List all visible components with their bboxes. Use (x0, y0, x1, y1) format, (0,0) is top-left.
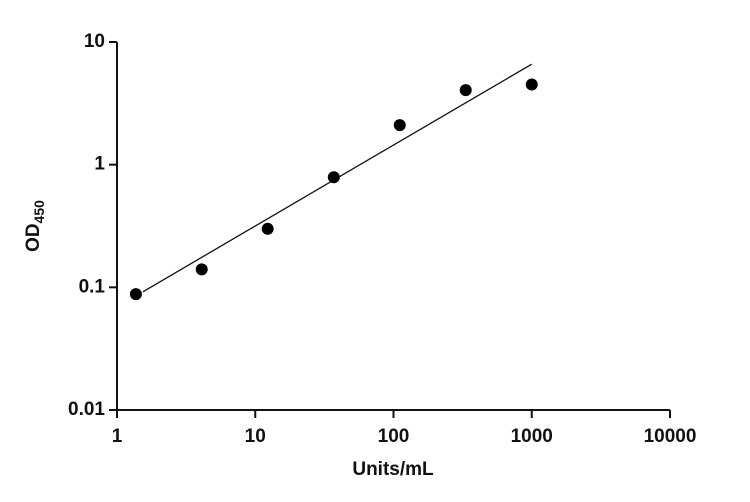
y-axis-title-sub: 450 (31, 200, 47, 224)
data-point (525, 78, 538, 91)
x-tick-label: 100 (378, 426, 410, 447)
x-tick-label: 10 (245, 426, 266, 447)
y-tick-label: 0.01 (68, 399, 105, 420)
x-tick-label: 1000 (511, 426, 553, 447)
data-point (393, 119, 406, 132)
y-axis-title: OD450 (23, 200, 47, 252)
data-point (129, 288, 142, 301)
y-tick-label: 0.1 (79, 276, 106, 297)
data-point (261, 222, 274, 235)
x-axis-title: Units/mL (352, 459, 434, 480)
x-tick-label: 1 (112, 426, 123, 447)
y-axis-title-main: OD (23, 223, 44, 252)
data-point (327, 171, 340, 184)
x-tick-label: 10000 (644, 426, 697, 447)
y-tick-label: 10 (84, 31, 105, 52)
data-point (195, 263, 208, 276)
data-point (459, 84, 472, 97)
y-tick-label: 1 (94, 154, 105, 175)
